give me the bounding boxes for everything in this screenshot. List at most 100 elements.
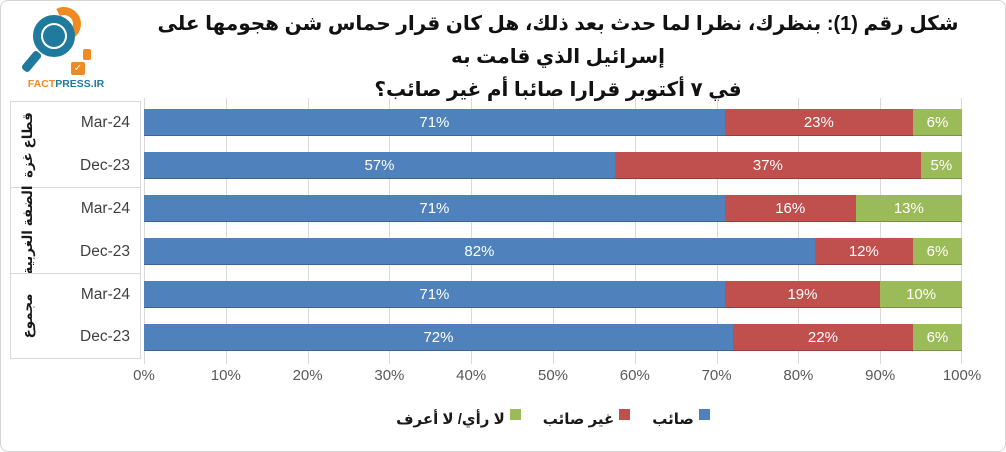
category-group-west-bank: الضفة الغربية Mar-24 Dec-23: [11, 185, 140, 276]
bar-segment-correct: 71%: [144, 195, 725, 222]
gridline: [634, 98, 636, 364]
gridline: [389, 98, 391, 364]
category-label: Dec-23: [80, 157, 130, 174]
x-axis-tick: 80%: [783, 367, 814, 384]
chart-title-line-1: شكل رقم (1): بنظرك، نظرا لما حدث بعد ذلك…: [157, 13, 959, 68]
logo-text: FACTPRESS.IR: [17, 78, 115, 90]
bar-segment-no-opinion: 6%: [912, 238, 962, 265]
category-label: Mar-24: [80, 200, 130, 218]
category-period-labels: Mar-24 Dec-23: [45, 102, 140, 187]
bar-row-westbank-dec23: 82% 12% 6%: [144, 238, 962, 265]
bar-value-label: 13%: [893, 200, 924, 217]
checkmark-icon: ✓: [71, 62, 85, 75]
bar-segment-correct: 82%: [144, 238, 815, 265]
bar-segment-no-opinion: 5%: [920, 152, 962, 179]
legend-item-correct: صائب: [652, 408, 710, 428]
bar-value-label: 71%: [419, 286, 450, 303]
legend-label: غير صائب: [542, 411, 615, 428]
gridlines: [144, 98, 962, 364]
category-label: Mar-24: [80, 114, 130, 132]
magnifier-pupil-icon: [43, 25, 65, 47]
gridline: [471, 98, 473, 364]
magnifier-question-icon: ✓: [20, 2, 101, 75]
x-axis-tick: 60%: [619, 367, 650, 384]
group-label-west-bank: الضفة الغربية: [20, 185, 35, 276]
x-axis-tick: 100%: [942, 367, 982, 384]
x-axis-tick: 90%: [865, 367, 896, 384]
chart-title-line-2: في ٧ أكتوبر قرارا صائبا أم غير صائب؟: [374, 79, 742, 101]
magnifier-handle-icon: [20, 49, 43, 74]
gridline: [553, 98, 554, 364]
gridline: [798, 98, 800, 364]
bar-segment-no-opinion: 6%: [912, 109, 962, 136]
plot-area: 71% 23% 6% 57% 37% 5% 71% 16% 13% 82% 12…: [144, 98, 962, 364]
legend-marker-incorrect-icon: [619, 408, 631, 420]
legend-item-no-opinion: لا رأي/ لا أعرف: [396, 408, 521, 428]
category-label: Dec-23: [80, 242, 130, 260]
bar-segment-no-opinion: 10%: [880, 281, 962, 308]
bar-value-label: 71%: [419, 114, 450, 131]
gridline: [225, 98, 227, 364]
gridline: [144, 98, 145, 364]
bar-segment-incorrect: 22%: [732, 324, 913, 351]
bar-segment-incorrect: 12%: [814, 238, 913, 265]
category-label: Dec-23: [80, 327, 130, 345]
bar-row-westbank-mar24: 71% 16% 13%: [144, 195, 962, 222]
group-label-gaza-strip: قطاع غزة: [20, 111, 35, 178]
legend-marker-correct-icon: [698, 408, 710, 420]
category-axis: قطاع غزة Mar-24 Dec-23 الضفة الغربية Mar…: [10, 101, 141, 359]
gridline: [961, 98, 962, 364]
x-axis-tick: 40%: [456, 367, 487, 384]
bar-row-total-dec23: 72% 22% 6%: [144, 324, 962, 351]
bar-value-label: 6%: [926, 114, 949, 131]
x-axis-tick: 30%: [374, 367, 405, 384]
bar-rows: 71% 23% 6% 57% 37% 5% 71% 16% 13% 82% 12…: [144, 101, 962, 359]
legend-item-incorrect: غير صائب: [542, 408, 631, 428]
bar-row-gaza-dec23: 57% 37% 5%: [144, 152, 962, 179]
bar-value-label: 19%: [787, 286, 818, 303]
group-label-total: مجموع: [20, 293, 35, 339]
bar-value-label: 71%: [419, 200, 450, 217]
logo-text-fact: FACT: [27, 78, 56, 90]
x-axis-tick: 70%: [701, 367, 732, 384]
x-axis-tick: 10%: [210, 367, 241, 384]
magnifier-lens-icon: [33, 15, 75, 57]
bar-row-gaza-mar24: 71% 23% 6%: [144, 109, 962, 136]
x-axis-tick: 0%: [133, 367, 155, 384]
question-mark-tail-icon: [83, 49, 91, 60]
legend-label: لا رأي/ لا أعرف: [396, 411, 505, 428]
x-axis-tick: 20%: [292, 367, 323, 384]
bar-value-label: 10%: [906, 286, 937, 303]
legend: صائب غير صائب لا رأي/ لا أعرف: [144, 408, 962, 428]
bar-segment-correct: 71%: [144, 281, 725, 308]
bar-segment-incorrect: 19%: [724, 281, 881, 308]
bar-value-label: 72%: [423, 329, 454, 346]
factpress-logo: ✓ FACTPRESS.IR: [17, 2, 115, 95]
legend-marker-no-opinion-icon: [509, 408, 521, 420]
bar-value-label: 12%: [848, 243, 879, 260]
category-group-gaza-strip: قطاع غزة Mar-24 Dec-23: [11, 102, 140, 187]
bar-value-label: 6%: [926, 329, 949, 346]
bar-value-label: 6%: [926, 243, 949, 260]
bar-value-label: 22%: [807, 329, 838, 346]
bar-value-label: 57%: [364, 157, 395, 174]
bar-segment-no-opinion: 13%: [855, 195, 962, 222]
category-period-labels: Mar-24 Dec-23: [45, 188, 140, 272]
bar-segment-incorrect: 16%: [724, 195, 856, 222]
bar-segment-correct: 72%: [144, 324, 733, 351]
x-axis-tick: 50%: [537, 367, 569, 384]
legend-label: صائب: [652, 411, 694, 428]
bar-segment-correct: 71%: [144, 109, 725, 136]
category-group-total: مجموع Mar-24 Dec-23: [11, 272, 140, 358]
bar-value-label: 37%: [752, 157, 783, 174]
bar-segment-incorrect: 23%: [724, 109, 913, 136]
bar-segment-no-opinion: 6%: [912, 324, 962, 351]
category-period-labels: Mar-24 Dec-23: [45, 274, 140, 358]
gridline: [880, 98, 882, 364]
chart-title: شكل رقم (1): بنظرك، نظرا لما حدث بعد ذلك…: [119, 8, 997, 107]
gridline: [716, 98, 718, 364]
x-axis: 0% 10% 20% 30% 40% 50% 60% 70% 80% 90% 1…: [133, 367, 981, 387]
category-label: Mar-24: [80, 285, 130, 303]
bar-segment-correct: 57%: [144, 152, 615, 179]
